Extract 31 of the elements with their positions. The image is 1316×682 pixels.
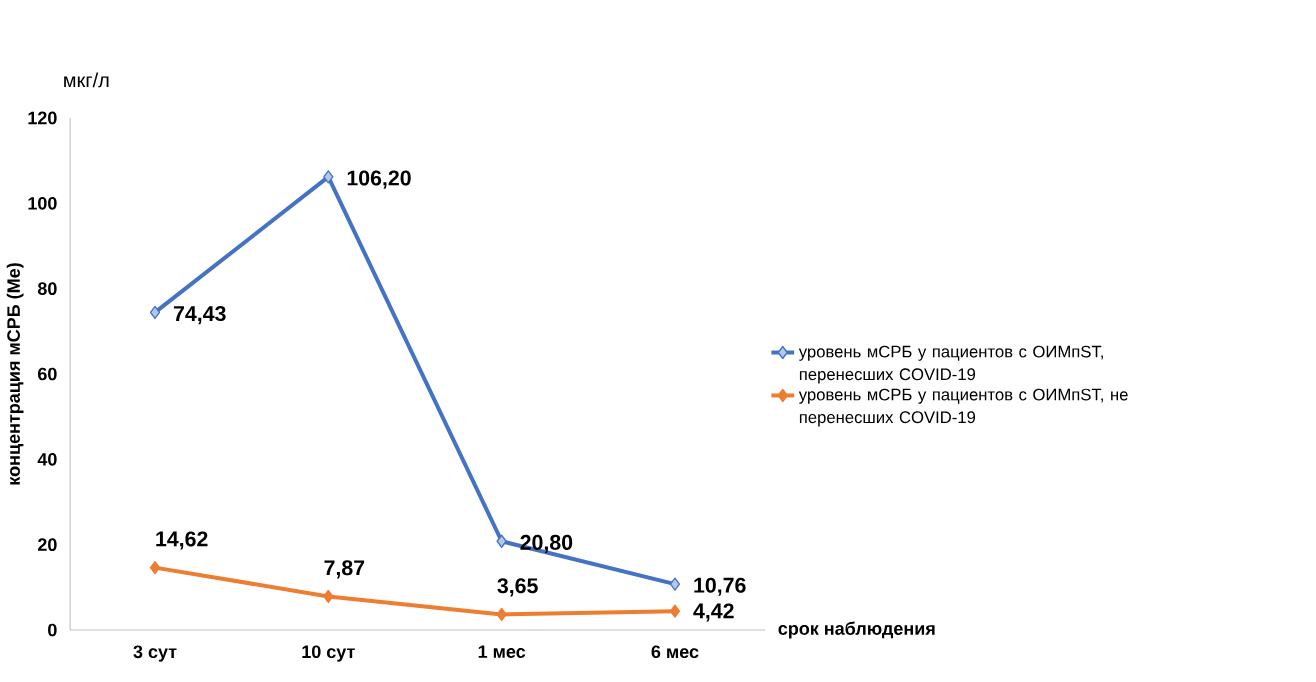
y-tick-label: 20 bbox=[37, 538, 57, 552]
data-label: 74,43 bbox=[173, 306, 226, 325]
data-label: 4,42 bbox=[693, 603, 734, 622]
point bbox=[496, 607, 507, 622]
point bbox=[149, 305, 161, 320]
point bbox=[669, 577, 681, 591]
data-label: 20,80 bbox=[520, 534, 573, 554]
x-tick-label: 3 сут bbox=[133, 645, 177, 662]
x-tick-label: 10 сут bbox=[302, 645, 355, 662]
text: мкг/л bbox=[64, 72, 109, 88]
y-tick-label: 120 bbox=[28, 111, 57, 125]
data-label: 7,87 bbox=[324, 560, 365, 579]
data-label: 3,65 bbox=[497, 578, 538, 597]
data-label: 14,62 bbox=[156, 531, 208, 550]
y-tick-label: 60 bbox=[38, 367, 57, 381]
y-tick-label: 80 bbox=[37, 282, 57, 296]
y-axis-title: концентрация мСРБ (Ме) bbox=[6, 263, 24, 485]
point bbox=[669, 604, 681, 618]
point bbox=[149, 560, 161, 575]
x-tick-label: 1 мес bbox=[478, 645, 526, 658]
x-axis-title: срок наблюдения bbox=[778, 621, 935, 639]
y-tick-label: 40 bbox=[37, 452, 57, 466]
legend-label: уровень мСРБ у пациентов с ОИМпST, не перенесших COVID-19 bbox=[798, 388, 1128, 427]
y-tick-label: 100 bbox=[28, 196, 57, 210]
data-label: 10,76 bbox=[694, 577, 746, 596]
point bbox=[496, 534, 507, 548]
point bbox=[323, 589, 334, 604]
x-tick-label: 6 мес bbox=[651, 645, 699, 659]
data-label: 106,20 bbox=[347, 170, 411, 189]
point bbox=[323, 170, 334, 184]
y-tick-label: 0 bbox=[48, 623, 57, 637]
